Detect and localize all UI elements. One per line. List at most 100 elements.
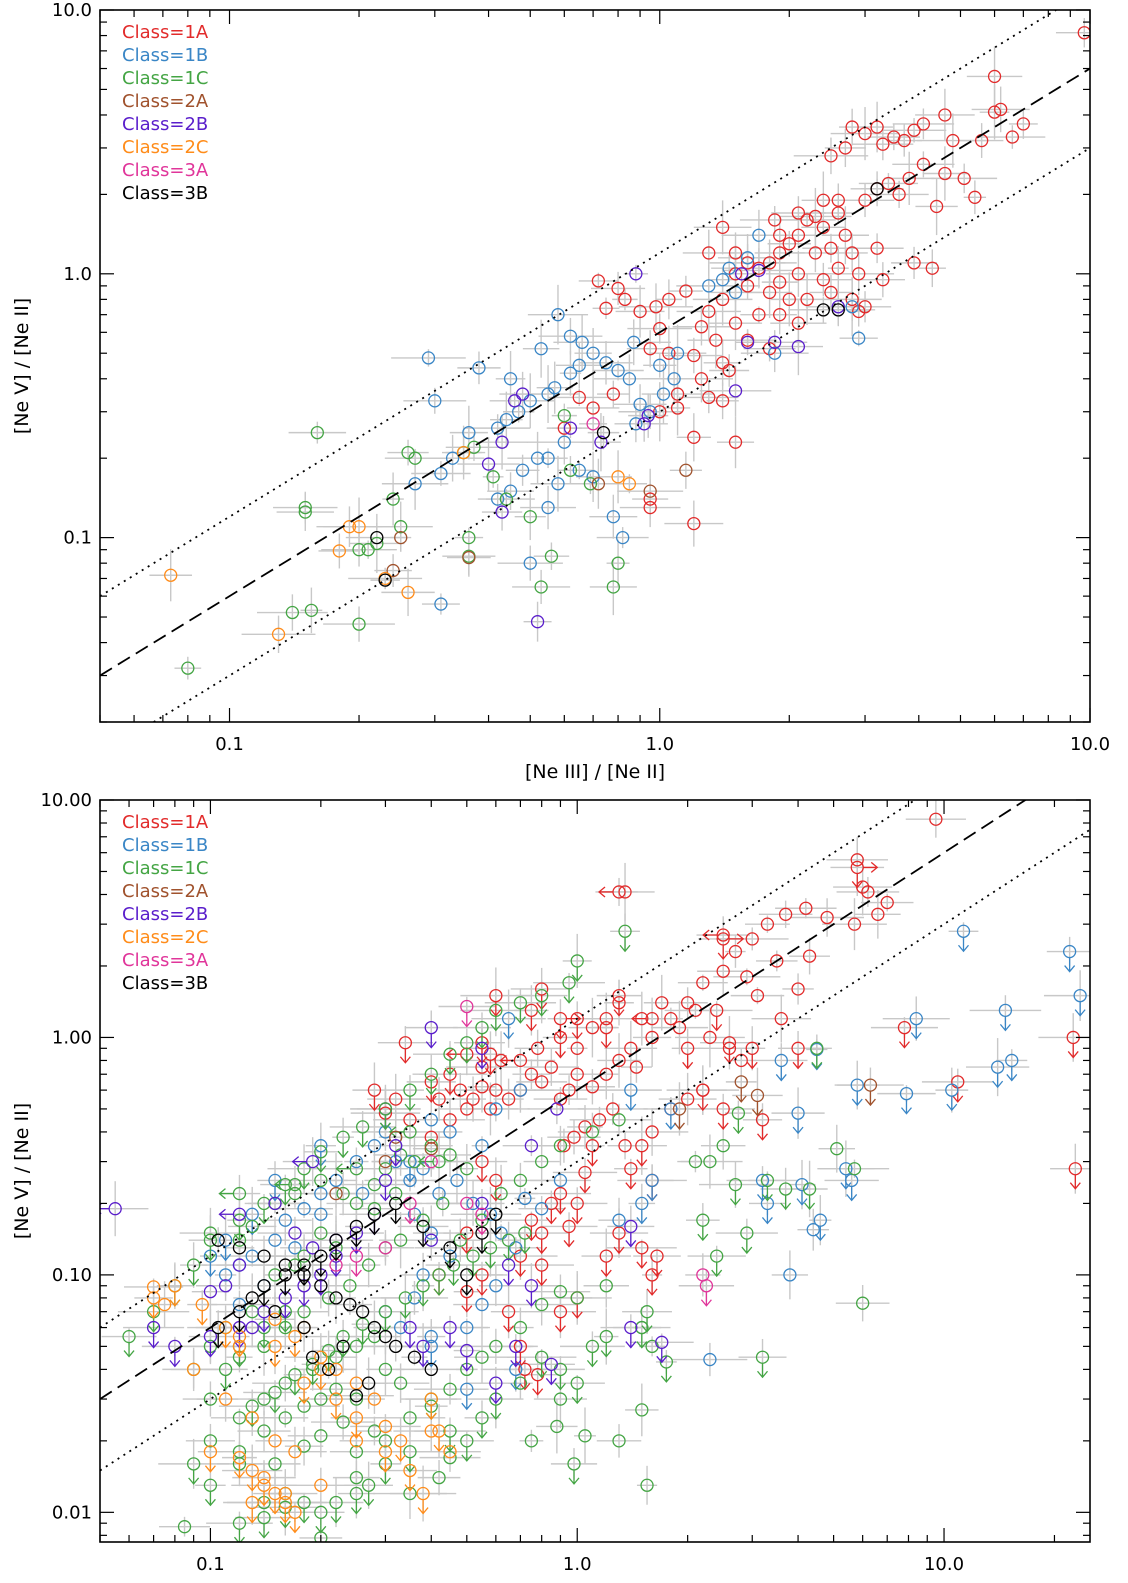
data-point-1b (509, 1241, 523, 1255)
error-bars (149, 18, 1090, 680)
upper-limit-arrow (404, 1476, 416, 1492)
upper-limit-arrow (554, 1043, 566, 1059)
data-point-1a (760, 917, 775, 931)
data-point-1a (728, 316, 743, 330)
data-point-1b (667, 372, 681, 386)
data-point-2b (831, 300, 845, 314)
data-point-1b (518, 1191, 532, 1206)
data-point-1a (782, 237, 796, 251)
data-point-1a (816, 273, 830, 287)
data-point-3b (378, 573, 392, 587)
data-point-2b (232, 1258, 247, 1272)
data-point-1c (424, 1139, 438, 1153)
upper-limit-arrow (999, 1016, 1011, 1032)
upper-limit-arrow (298, 1389, 310, 1405)
data-point-1c (486, 470, 500, 484)
upper-limit-arrow (461, 1012, 473, 1028)
lower-limit-arrow (598, 886, 614, 898)
upper-limit-arrow (425, 1405, 437, 1421)
upper-limit-arrow (444, 1437, 456, 1453)
data-point-3b (306, 1350, 320, 1364)
data-point-1c (203, 1434, 218, 1448)
data-point-1a (694, 372, 709, 386)
upper-limit-arrow (357, 1132, 369, 1148)
upper-limit-arrow (379, 1186, 391, 1202)
data-point-1c (494, 1186, 508, 1201)
upper-limit-arrow (646, 1280, 658, 1296)
data-point-1c (436, 1196, 450, 1211)
data-point-1b (563, 329, 578, 343)
y-axis-title: [Ne V] / [Ne II] (11, 1103, 33, 1239)
upper-limit-arrow (269, 1352, 281, 1368)
data-point-1a (453, 1083, 467, 1097)
upper-limit-arrow (735, 1087, 747, 1103)
data-point-2b (629, 267, 643, 281)
data-point-1a (773, 246, 787, 260)
upper-limit-arrow (258, 1333, 270, 1349)
data-point-1a (606, 387, 620, 401)
upper-limit-arrow (444, 1253, 456, 1269)
upper-limit-arrow (717, 1114, 729, 1130)
data-point-1b (541, 500, 555, 515)
lower-limit-arrow (631, 1013, 647, 1025)
upper-limit-arrow (656, 1348, 668, 1364)
data-point-2c (164, 568, 178, 582)
data-point-1a (824, 241, 838, 255)
data-point-1c (361, 543, 375, 557)
lower-limit-arrow (418, 1156, 434, 1168)
data-point-1a (728, 944, 743, 959)
data-point-1b (523, 556, 537, 570)
upper-limit-arrow (246, 1476, 258, 1492)
data-point-1b (462, 425, 476, 440)
upper-limit-arrow (619, 937, 631, 953)
data-point-1c (329, 1382, 343, 1396)
upper-limit-arrow (425, 1080, 437, 1096)
upper-limit-arrow (258, 1523, 270, 1539)
data-point-1b (416, 1162, 430, 1176)
data-point-1a (845, 246, 859, 260)
upper-limit-arrow (220, 1375, 232, 1391)
top-scatter-panel: 0.1 1.0 10.0 0.1 1.0 10.0 [Ne III] / [Ne II] [N… (11, 0, 1110, 783)
data-point-1c (553, 1139, 568, 1153)
upper-limit-arrow (1006, 1066, 1018, 1082)
upper-limit-arrow (536, 1239, 548, 1255)
data-point-1a (655, 996, 669, 1010)
data-point-1a (679, 284, 693, 298)
data-point-1a (858, 300, 872, 314)
data-point-1a (816, 193, 830, 207)
data-point-1b (612, 1213, 626, 1227)
data-point-2b (740, 335, 755, 349)
upper-limit-arrow (258, 1491, 270, 1507)
upper-limit-arrow (503, 1246, 515, 1262)
data-point-1a (820, 910, 834, 925)
data-point-1b (572, 463, 586, 477)
data-point-1a (762, 285, 777, 300)
upper-limit-arrow (148, 1333, 160, 1349)
upper-limit-arrow (751, 1101, 763, 1117)
axis-ticks (99, 9, 1091, 723)
right-limit-arrow (566, 1013, 582, 1025)
data-point-1a (599, 301, 613, 315)
data-point-2b (734, 267, 749, 281)
data-point-1b (722, 261, 736, 275)
data-point-3b (349, 1389, 364, 1403)
upper-limit-arrow (571, 1024, 583, 1040)
legend: Class=1AClass=1BClass=1CClass=2AClass=2B… (122, 22, 209, 204)
upper-limit-arrow (625, 1232, 637, 1248)
data-point-2c (622, 477, 637, 491)
data-point-1b (424, 1226, 438, 1240)
data-point-1b (314, 1207, 328, 1221)
data-point-1b (523, 394, 537, 408)
upper-limit-arrow (600, 1033, 612, 1049)
data-point-1b (408, 477, 422, 491)
data-point-1a (740, 279, 755, 293)
upper-limit-arrow (444, 1060, 456, 1076)
upper-limit-arrow (741, 1239, 753, 1255)
data-point-1c (343, 1279, 357, 1293)
data-point-1b (489, 1279, 503, 1293)
data-point-2b (524, 1139, 539, 1153)
legend-entry-3b: Class=3B (122, 973, 208, 994)
legend-entry-1b: Class=1B (122, 45, 208, 66)
upper-limit-arrow (525, 1291, 537, 1307)
upper-limit-arrow (514, 1008, 526, 1024)
